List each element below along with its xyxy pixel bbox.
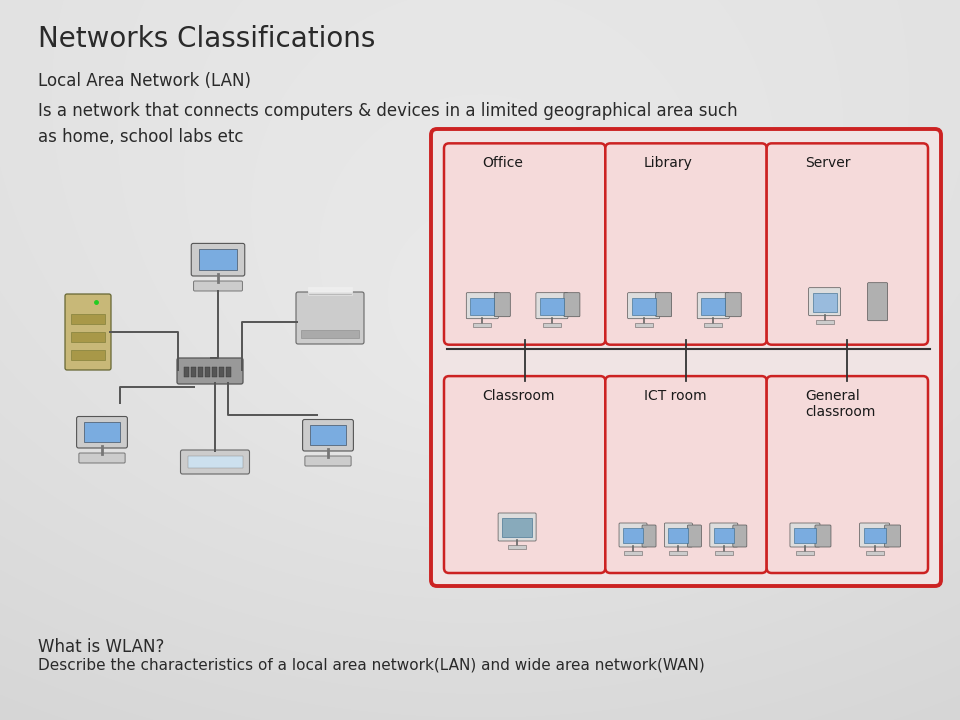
Bar (191, 367, 196, 377)
FancyBboxPatch shape (868, 283, 888, 320)
Bar (540, 297, 564, 315)
FancyBboxPatch shape (180, 450, 250, 474)
Bar (714, 528, 733, 543)
Bar (864, 528, 885, 543)
Bar (543, 323, 561, 327)
Bar (71, 314, 105, 324)
FancyBboxPatch shape (664, 523, 692, 547)
Bar (632, 297, 656, 315)
FancyBboxPatch shape (65, 294, 111, 370)
FancyBboxPatch shape (790, 523, 820, 547)
FancyBboxPatch shape (687, 525, 702, 547)
FancyBboxPatch shape (767, 143, 928, 345)
FancyBboxPatch shape (884, 525, 900, 547)
FancyBboxPatch shape (628, 293, 660, 319)
Text: What is WLAN?: What is WLAN? (38, 638, 164, 656)
Bar (635, 323, 653, 327)
Bar (668, 528, 688, 543)
Bar (187, 456, 243, 468)
Bar (205, 367, 210, 377)
FancyBboxPatch shape (194, 281, 242, 291)
Bar (212, 367, 217, 377)
Text: Is a network that connects computers & devices in a limited geographical area su: Is a network that connects computers & d… (38, 102, 737, 146)
Bar (623, 528, 643, 543)
FancyBboxPatch shape (444, 376, 606, 573)
Bar (71, 332, 105, 342)
FancyBboxPatch shape (767, 376, 928, 573)
Bar (301, 330, 359, 338)
FancyBboxPatch shape (431, 129, 941, 586)
FancyBboxPatch shape (619, 523, 647, 547)
FancyBboxPatch shape (302, 420, 353, 451)
Bar (310, 425, 347, 445)
Text: Local Area Network (LAN): Local Area Network (LAN) (38, 72, 251, 90)
FancyBboxPatch shape (709, 523, 738, 547)
FancyBboxPatch shape (606, 376, 767, 573)
FancyBboxPatch shape (606, 143, 767, 345)
Bar (470, 297, 494, 315)
FancyBboxPatch shape (697, 293, 730, 319)
FancyBboxPatch shape (859, 523, 890, 547)
FancyBboxPatch shape (498, 513, 536, 541)
Bar (71, 350, 105, 360)
Text: Classroom: Classroom (482, 389, 555, 403)
Text: Describe the characteristics of a local area network(LAN) and wide area network(: Describe the characteristics of a local … (38, 658, 705, 673)
FancyBboxPatch shape (296, 292, 364, 344)
Bar (715, 551, 732, 555)
FancyBboxPatch shape (656, 293, 672, 317)
Text: Office: Office (482, 156, 523, 171)
FancyBboxPatch shape (177, 358, 243, 384)
FancyBboxPatch shape (642, 525, 656, 547)
Bar (796, 551, 814, 555)
FancyBboxPatch shape (564, 293, 580, 317)
Bar (502, 518, 532, 537)
Bar (508, 545, 526, 549)
FancyBboxPatch shape (305, 456, 351, 466)
FancyBboxPatch shape (79, 453, 125, 463)
FancyBboxPatch shape (494, 293, 511, 317)
FancyBboxPatch shape (732, 525, 747, 547)
Bar (669, 551, 687, 555)
FancyBboxPatch shape (536, 293, 568, 319)
Bar (812, 293, 836, 312)
Bar (226, 367, 231, 377)
Text: ICT room: ICT room (643, 389, 707, 403)
Bar (624, 551, 642, 555)
Bar (198, 367, 203, 377)
FancyBboxPatch shape (444, 143, 606, 345)
Bar (705, 323, 722, 327)
FancyBboxPatch shape (467, 293, 498, 319)
FancyBboxPatch shape (815, 525, 831, 547)
Text: Library: Library (643, 156, 692, 171)
Bar (866, 551, 883, 555)
FancyBboxPatch shape (808, 288, 841, 315)
FancyBboxPatch shape (191, 243, 245, 276)
Text: Server: Server (804, 156, 851, 171)
Bar (473, 323, 492, 327)
Bar (701, 297, 725, 315)
Bar (199, 249, 237, 270)
FancyBboxPatch shape (77, 416, 128, 448)
Text: General
classroom: General classroom (804, 389, 876, 419)
Bar (184, 367, 189, 377)
Bar (84, 422, 120, 442)
Bar (219, 367, 224, 377)
Bar (794, 528, 816, 543)
FancyBboxPatch shape (725, 293, 741, 317)
Text: Networks Classifications: Networks Classifications (38, 25, 375, 53)
Bar (816, 320, 833, 324)
